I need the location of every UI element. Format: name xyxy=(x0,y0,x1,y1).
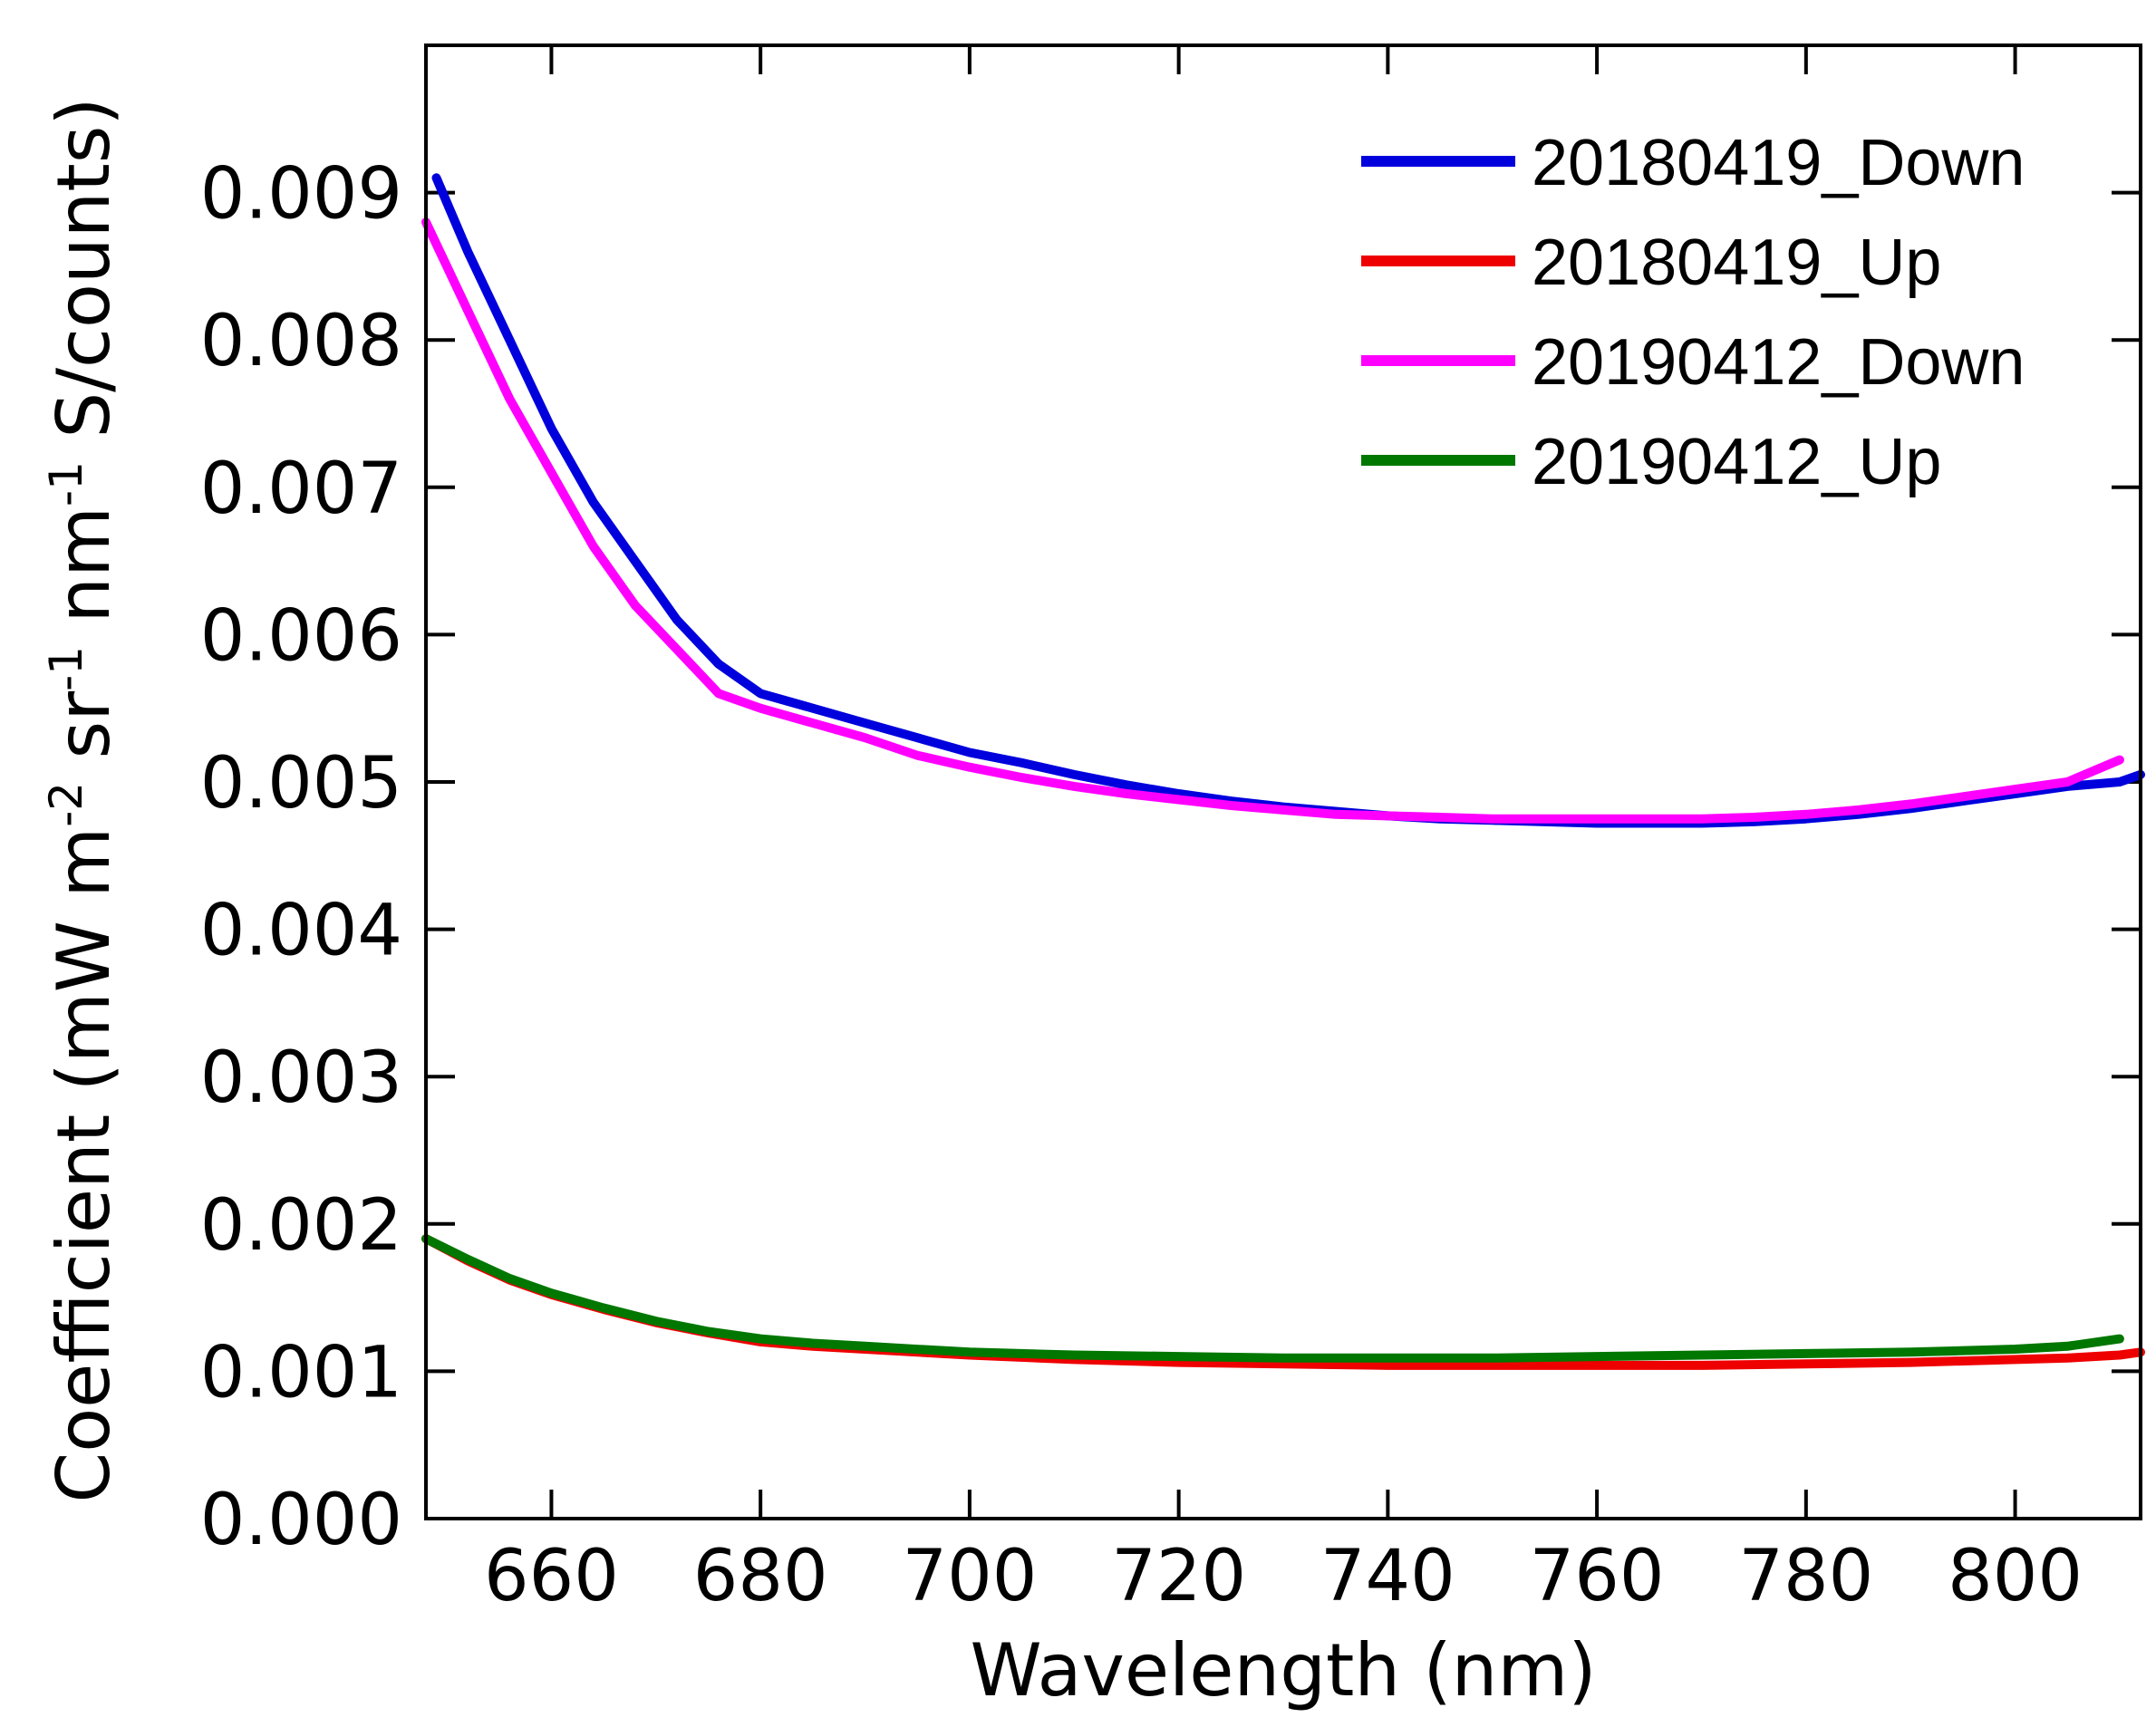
y-axis-label-superscript: -2 xyxy=(40,782,92,827)
y-axis-label: Coefficient (mW m-2 sr-1 nm-1 S/counts) xyxy=(40,97,126,1502)
y-tick-label: 0.005 xyxy=(200,743,402,825)
y-tick-label: 0.006 xyxy=(200,595,402,677)
x-tick-label: 680 xyxy=(693,1536,828,1617)
x-tick-label: 800 xyxy=(1948,1536,2083,1617)
y-tick-label: 0.000 xyxy=(200,1480,402,1561)
series-line-20190412_Up xyxy=(421,1234,2124,1363)
series-line-20190412_Down xyxy=(421,217,2124,824)
x-tick-label: 760 xyxy=(1530,1536,1665,1617)
legend-label: 20180419_Down xyxy=(1532,127,2025,199)
y-axis-label-text: nm xyxy=(42,507,126,646)
x-tick-label: 740 xyxy=(1320,1536,1455,1617)
y-axis-label-text: Coefficient (mW m xyxy=(42,827,126,1503)
plot-frame xyxy=(424,43,2142,1520)
y-axis-label-superscript: -1 xyxy=(40,646,92,691)
y-tick-label: 0.001 xyxy=(200,1332,402,1413)
legend: 20180419_Down 20180419_Up 20190412_Down 201… xyxy=(1361,127,2025,498)
x-tick-label: 720 xyxy=(1111,1536,1246,1617)
y-tick-label: 0.002 xyxy=(200,1185,402,1267)
x-tick-label: 780 xyxy=(1738,1536,1873,1617)
x-axis-label: Wavelength (nm) xyxy=(970,1628,1596,1713)
legend-label: 20180419_Up xyxy=(1532,227,1941,299)
y-axis-ticks: 0.000 0.001 0.002 0.003 0.004 0.005 0.006 0.007… xyxy=(200,154,2141,1561)
y-axis-label-text: S/counts) xyxy=(42,97,126,461)
legend-label: 20190412_Down xyxy=(1532,326,2025,399)
y-tick-label: 0.003 xyxy=(200,1037,402,1119)
series-lines xyxy=(421,173,2145,1370)
y-axis-label-superscript: -1 xyxy=(40,461,92,507)
y-tick-label: 0.009 xyxy=(200,154,402,236)
y-tick-label: 0.007 xyxy=(200,449,402,530)
y-axis-label-text: sr xyxy=(42,691,126,782)
y-tick-label: 0.008 xyxy=(200,301,402,382)
x-tick-label: 700 xyxy=(902,1536,1037,1617)
legend-label: 20190412_Up xyxy=(1532,426,1941,498)
x-axis-ticks: 660 680 700 720 740 760 780 800 xyxy=(484,45,2083,1617)
x-tick-label: 660 xyxy=(484,1536,619,1617)
y-tick-label: 0.004 xyxy=(200,891,402,972)
